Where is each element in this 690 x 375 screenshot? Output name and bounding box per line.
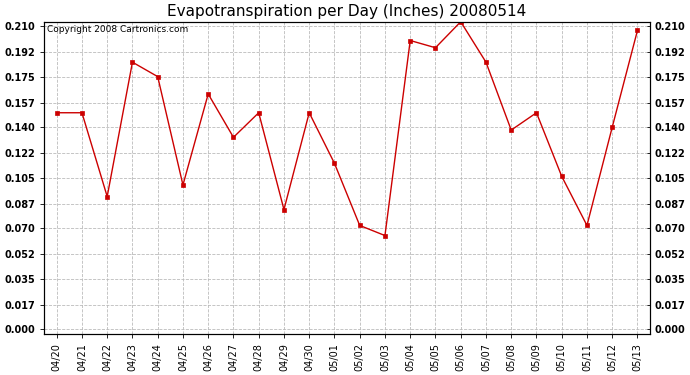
Text: Copyright 2008 Cartronics.com: Copyright 2008 Cartronics.com: [47, 25, 188, 34]
Title: Evapotranspiration per Day (Inches) 20080514: Evapotranspiration per Day (Inches) 2008…: [168, 4, 526, 19]
